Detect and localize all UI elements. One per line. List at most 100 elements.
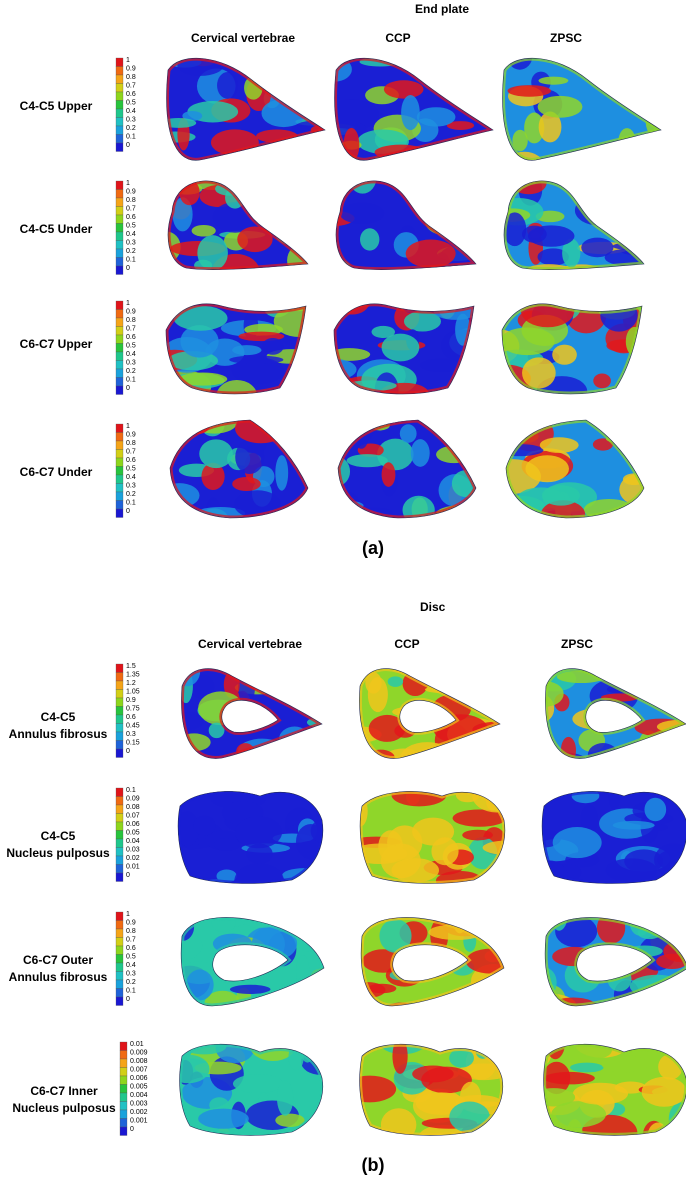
colorbar-swatch — [115, 197, 124, 207]
contour-model-svg — [165, 303, 307, 395]
colorbar-swatch — [119, 1084, 128, 1094]
colorbar-swatch — [115, 689, 124, 699]
colorbar-tick-label: 0.6 — [126, 457, 136, 464]
contour-model-svg — [543, 1043, 686, 1136]
disc-model-c6c7-outer-annulus-zpsc — [540, 910, 686, 1010]
colorbar-tick-label: 0.003 — [130, 1101, 148, 1108]
colorbar-tick-label: 1 — [126, 300, 130, 307]
colorbar-tick-label: 0.3 — [126, 971, 136, 978]
colorbar-swatch — [115, 855, 124, 865]
contour-model-svg — [179, 1043, 324, 1136]
colorbar-tick-label: 0.7 — [126, 326, 136, 333]
colorbar-swatch — [115, 83, 124, 93]
endplate-model-c4c5-under-zpsc — [496, 172, 646, 282]
colorbar-swatch — [119, 1092, 128, 1102]
colorbar-tick-label: 0.01 — [130, 1041, 144, 1048]
colorbar-swatch — [115, 351, 124, 361]
endplate-model-c4c5-under-ccp — [328, 172, 478, 282]
colorbar-swatch — [115, 740, 124, 750]
colorbar-swatch — [115, 300, 124, 310]
colorbar-swatch — [115, 309, 124, 319]
contour-model-svg — [359, 791, 506, 884]
colorbar-swatch — [115, 787, 124, 797]
contour-model-svg — [505, 419, 645, 519]
colorbar-swatch — [115, 385, 124, 395]
contour-model-svg — [503, 180, 645, 270]
colorbar-swatch — [115, 672, 124, 682]
colorbar-svg: 0.1 0.090.08 0.070.06 0.050.04 0.030.02 0.010 — [115, 787, 140, 882]
colorbar-swatch — [115, 796, 124, 806]
column-header-cervical-vertebrae: Cervical vertebrae — [190, 31, 296, 45]
colorbar-swatch — [115, 440, 124, 450]
colorbar-tick-label: 0.9 — [126, 66, 136, 73]
colorbar-tick-label: 0.5 — [126, 223, 136, 230]
colorbar-swatch — [115, 474, 124, 484]
colorbar-tick-label: 1 — [126, 911, 130, 918]
row-label-c6c7-inner-nucleus-pulposus: C6-C7 Inner Nucleus pulposus — [8, 1083, 120, 1117]
row-label-line: C6-C7 Outer — [22, 953, 93, 967]
contour-model-svg — [502, 57, 662, 161]
contour-model-svg — [181, 668, 323, 759]
colorbar-tick-label: 0.07 — [126, 813, 140, 820]
endplate-model-c6c7-under-ccp — [328, 418, 478, 528]
colorbar-swatch — [115, 920, 124, 930]
colorbar-swatch — [115, 326, 124, 336]
colorbar-swatch — [115, 189, 124, 199]
contour-model-svg — [166, 57, 326, 161]
contour-model-svg — [544, 917, 686, 1007]
colorbar-swatch — [119, 1050, 128, 1060]
colorbar-tick-label: 0.5 — [126, 466, 136, 473]
disc-model-c6c7-outer-annulus-ccp — [356, 910, 506, 1010]
colorbar-swatch — [115, 500, 124, 510]
colorbar-tick-label: 0.3 — [126, 731, 136, 738]
colorbar-tick-label: 1.5 — [126, 663, 136, 670]
colorbar-swatch — [115, 74, 124, 84]
colorbar-swatch — [115, 449, 124, 459]
colorbar-tick-label: 0 — [126, 142, 130, 149]
contour-model-svg — [359, 1043, 504, 1136]
colorbar-tick-label: 0.9 — [126, 920, 136, 927]
column-header-ccp: CCP — [385, 31, 411, 45]
colorbar-swatch — [115, 731, 124, 741]
colorbar-tick-label: 0.8 — [126, 74, 136, 81]
colorbar-swatch — [115, 821, 124, 831]
colorbar-swatch — [115, 491, 124, 501]
colorbar-tick-label: 0.1 — [126, 500, 136, 507]
contour-model-svg — [169, 419, 309, 519]
colorbar-tick-label: 1 — [126, 57, 130, 64]
colorbar-tick-label: 0.2 — [126, 979, 136, 986]
colorbar-swatch — [115, 830, 124, 840]
contour-model-svg — [541, 791, 686, 884]
contour-model-svg — [177, 791, 324, 884]
colorbar-tick-label: 0.2 — [126, 248, 136, 255]
colorbar-tick-label: 0.9 — [126, 309, 136, 316]
row-label-line: C4-C5 — [40, 710, 76, 724]
row-label-line: C6-C7 Inner — [30, 1084, 98, 1098]
colorbar-swatch — [115, 483, 124, 493]
colorbar-tick-label: 0.04 — [126, 838, 140, 845]
colorbar-tick-label: 0 — [126, 508, 130, 515]
column-header-zpsc: ZPSC — [549, 31, 582, 45]
colorbar-swatch — [115, 872, 124, 882]
colorbar-tick-label: 0 — [126, 996, 130, 1003]
colorbar-swatch — [115, 265, 124, 275]
colorbar-tick-label: 0.008 — [130, 1058, 148, 1065]
colorbar-svg: 1 0.90.8 0.70.6 0.50.4 0.30.2 0.10 — [115, 423, 136, 518]
colorbar-swatch — [115, 240, 124, 250]
colorbar-legend: 1 0.9 0.8 0.7 0.6 0.5 0.4 0.3 0.2 0.1 0 — [115, 911, 156, 1010]
colorbar-tick-label: 0.01 — [126, 864, 140, 871]
colorbar-swatch — [115, 928, 124, 938]
colorbar-tick-label: 1.35 — [126, 672, 140, 679]
contour-model-svg — [334, 57, 494, 161]
colorbar-swatch — [115, 680, 124, 690]
figure-label-b: (b) — [361, 1155, 385, 1175]
colorbar-tick-label: 0.2 — [126, 368, 136, 375]
colorbar-tick-label: 0.9 — [126, 432, 136, 439]
colorbar-swatch — [115, 804, 124, 814]
colorbar-swatch — [115, 317, 124, 327]
disc-model-c6c7-outer-annulus-cervical — [176, 910, 326, 1010]
endplate-model-c4c5-upper-ccp — [328, 52, 498, 167]
colorbar-swatch — [115, 813, 124, 823]
row-label-c6c7-outer-annulus-fibrosus: C6-C7 Outer Annulus fibrosus — [2, 952, 114, 986]
row-label-c4c5-upper: C4-C5 Upper — [19, 99, 93, 113]
